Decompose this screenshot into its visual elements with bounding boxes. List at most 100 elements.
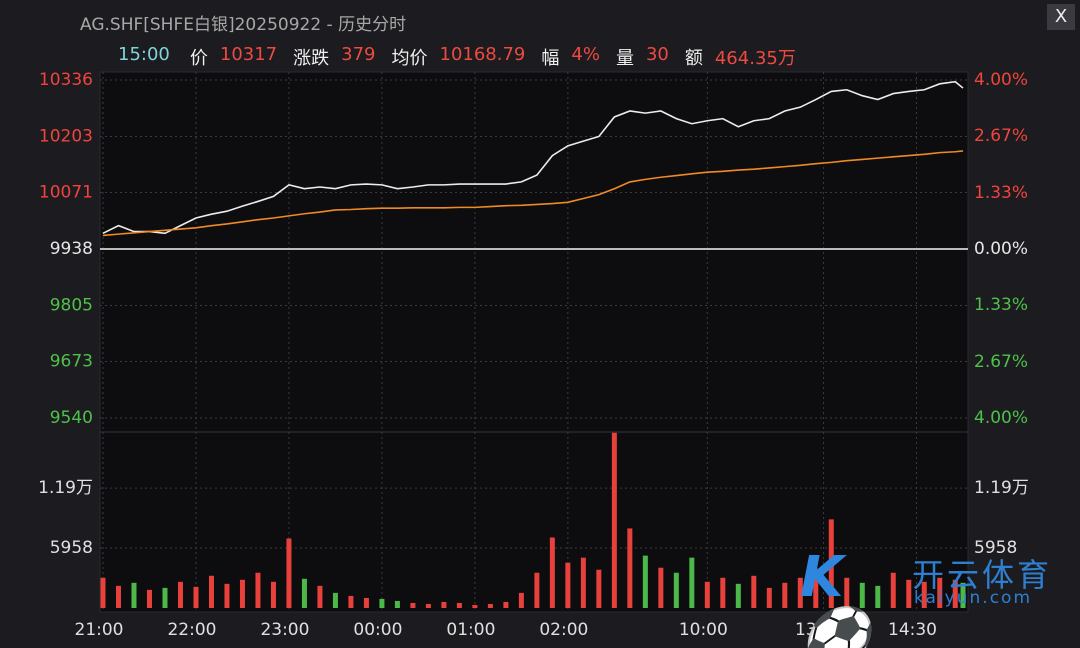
y-tick-label: 10203 xyxy=(39,126,93,146)
volume-bar xyxy=(255,572,261,608)
average-line xyxy=(102,150,964,237)
volume-bar xyxy=(689,557,695,608)
volume-bar xyxy=(301,578,307,608)
y-tick-label: 10071 xyxy=(39,183,93,203)
volume-bar xyxy=(859,582,865,608)
volume-bar xyxy=(332,592,338,608)
volume-bar xyxy=(239,579,245,608)
volume-bar xyxy=(813,568,819,608)
field-value: 464.35万 xyxy=(714,48,796,69)
volume-bar xyxy=(503,601,509,608)
y-tick-label: 9938 xyxy=(50,239,93,259)
volume-tick-label-right: 5958 xyxy=(974,538,1017,558)
volume-bar xyxy=(828,519,834,608)
volume-bar xyxy=(363,597,369,608)
volume-bar xyxy=(642,555,648,608)
plot-frame xyxy=(99,71,969,613)
volume-bar xyxy=(379,598,385,608)
y-tick-label: 9805 xyxy=(50,295,93,315)
volume-bar xyxy=(937,577,943,608)
volume-bar xyxy=(270,581,276,608)
watermark-url: kaiyun.com xyxy=(914,588,1033,608)
volume-bar xyxy=(580,557,586,608)
volume-bar xyxy=(596,569,602,608)
y2-tick-label: 2.67% xyxy=(974,126,1028,146)
field-label: 价 xyxy=(189,48,208,69)
volume-bar xyxy=(394,600,400,608)
volume-bar xyxy=(844,577,850,608)
watermark: K⚽ 开云体育 kaiyun.com xyxy=(800,545,1075,648)
x-tick-label: 21:00 xyxy=(75,620,124,640)
volume-bar xyxy=(100,577,106,608)
volume-bar xyxy=(751,575,757,608)
volume-bar xyxy=(286,538,292,608)
watermark-text: 开云体育 xyxy=(912,556,1053,594)
volume-bar xyxy=(472,604,478,608)
y2-tick-label: 1.33% xyxy=(974,183,1028,203)
field-label: 额 xyxy=(684,48,703,69)
y2-tick-label: 2.67% xyxy=(974,352,1028,372)
volume-bar xyxy=(720,577,726,608)
volume-bar xyxy=(875,585,881,608)
price-line xyxy=(102,80,964,235)
volume-bar xyxy=(766,587,772,608)
volume-bar xyxy=(890,572,896,608)
window-title: AG.SHF[SHFE白银]20250922 - 历史分时 xyxy=(80,15,407,35)
volume-tick-label-right: 1.19万 xyxy=(974,478,1029,498)
field-label: 量 xyxy=(615,48,634,69)
y2-tick-label: 1.33% xyxy=(974,295,1028,315)
volume-bar xyxy=(177,581,183,608)
volume-bar xyxy=(782,582,788,608)
x-tick-label: 02:00 xyxy=(539,620,588,640)
volume-bar xyxy=(704,581,710,608)
volume-bar xyxy=(208,575,214,608)
volume-bar xyxy=(565,562,571,608)
watermark-logo: K⚽ xyxy=(800,545,870,648)
field-label: 幅 xyxy=(541,48,560,69)
volume-bar xyxy=(518,592,524,608)
volume-bar xyxy=(627,528,633,608)
y2-tick-label: 4.00% xyxy=(974,70,1028,90)
volume-bar xyxy=(735,583,741,608)
volume-bar xyxy=(534,572,540,608)
field-value: 10317 xyxy=(219,44,278,65)
volume-bar xyxy=(797,577,803,608)
close-button[interactable]: X xyxy=(1047,4,1075,30)
volume-bar xyxy=(549,537,555,608)
volume-bar xyxy=(410,602,416,608)
x-tick-label: 10:00 xyxy=(679,620,728,640)
volume-bar xyxy=(146,589,152,608)
volume-bar xyxy=(224,583,230,608)
x-tick-label: 23:00 xyxy=(260,620,309,640)
y-tick-label: 9673 xyxy=(50,352,93,372)
volume-bar xyxy=(131,582,137,608)
field-label: 均价 xyxy=(391,48,428,69)
volume-bar xyxy=(441,601,447,608)
volume-bar xyxy=(487,603,493,608)
x-tick-label: 22:00 xyxy=(167,620,216,640)
field-value: 4% xyxy=(571,44,600,65)
volume-bar xyxy=(115,585,121,608)
x-tick-label: 00:00 xyxy=(353,620,402,640)
volume-bar xyxy=(658,567,664,608)
field-label: 涨跌 xyxy=(293,48,330,69)
x-tick-label: 14:30 xyxy=(888,620,937,640)
x-tick-label: 01:00 xyxy=(446,620,495,640)
y2-tick-label: 4.00% xyxy=(974,408,1028,428)
volume-tick-label: 1.19万 xyxy=(38,478,93,498)
volume-bar xyxy=(193,586,199,608)
volume-tick-label: 5958 xyxy=(50,538,93,558)
volume-bar xyxy=(906,579,912,608)
volume-bar xyxy=(162,587,168,608)
y-tick-label: 9540 xyxy=(50,408,93,428)
volume-bar xyxy=(673,572,679,608)
volume-bar xyxy=(425,603,431,608)
volume-bar xyxy=(317,585,323,608)
field-value: 30 xyxy=(645,44,669,65)
volume-bar xyxy=(611,432,617,608)
field-value: 379 xyxy=(341,44,376,65)
volume-bar xyxy=(348,595,354,608)
volume-bar xyxy=(952,579,958,608)
